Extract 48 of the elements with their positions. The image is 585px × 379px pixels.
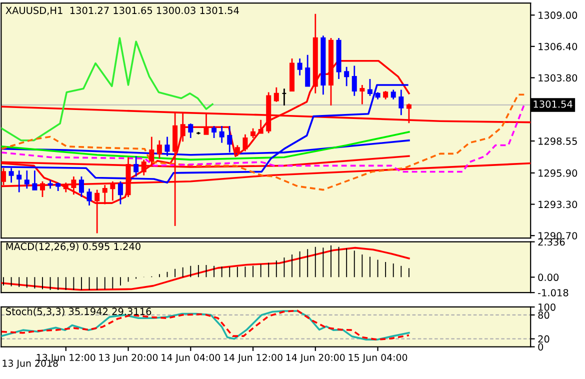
candlestick (118, 180, 123, 205)
y-tick-label: 1298.55 (538, 137, 577, 145)
candlestick (156, 140, 162, 160)
y-tick-label: 1293.30 (538, 200, 578, 208)
candlestick (32, 170, 38, 191)
y-tick-label: 1303.80 (538, 74, 578, 82)
y-tick-label: 0 (538, 343, 544, 351)
candlestick (305, 54, 310, 87)
candlestick (297, 58, 302, 76)
x-tick-label: 14 Jun 20:00 (286, 354, 345, 363)
x-tick-label: 13 Jun 20:00 (99, 354, 158, 363)
candlestick (344, 66, 350, 87)
y-tick-label: 0.00 (538, 274, 559, 282)
candlestick (352, 65, 357, 97)
y-tick-label: 1295.90 (538, 169, 578, 177)
chart-title: MACD(12,26,9) 0.595 1.240 (6, 242, 140, 252)
candlestick (188, 122, 194, 139)
candlestick (360, 84, 365, 105)
x-tick-label: 15 Jun 04:00 (348, 354, 408, 363)
chart-title: Stoch(5,3,3) 35.1942 29.3116 (6, 308, 152, 316)
y-tick-label: 80 (538, 311, 550, 319)
y-tick-label: 1290.70 (538, 232, 578, 240)
candlestick (274, 86, 279, 103)
y-tick-label: 20 (538, 335, 550, 343)
y-tick-label: 2.336 (538, 238, 565, 246)
candlestick (390, 89, 396, 100)
y-tick-label: 1306.40 (538, 42, 578, 50)
ref-line-label: 1301.54 (534, 100, 572, 108)
candlestick (78, 176, 84, 198)
y-tick-label: 1309.00 (538, 12, 578, 19)
candlestick (219, 125, 224, 144)
candlestick (86, 188, 92, 206)
x-tick-label: 14 Jun 12:00 (224, 354, 282, 363)
candlestick (398, 89, 404, 116)
candlestick (250, 128, 256, 139)
chart-title: XAUUSD,H1 1301.27 1301.65 1300.03 1301.54 (6, 6, 239, 16)
candlestick (212, 125, 217, 139)
line-series (1, 131, 410, 161)
y-tick-label: 100 (538, 303, 556, 311)
candlestick (258, 119, 264, 134)
candlestick (24, 170, 30, 190)
x-tick-label: 14 Jun 04:00 (162, 354, 220, 363)
candlestick (242, 134, 248, 152)
line-series (1, 37, 214, 142)
y-tick-label: -1.018 (538, 289, 568, 296)
candlestick (134, 155, 139, 178)
candlestick (234, 144, 240, 157)
candlestick (16, 170, 22, 193)
